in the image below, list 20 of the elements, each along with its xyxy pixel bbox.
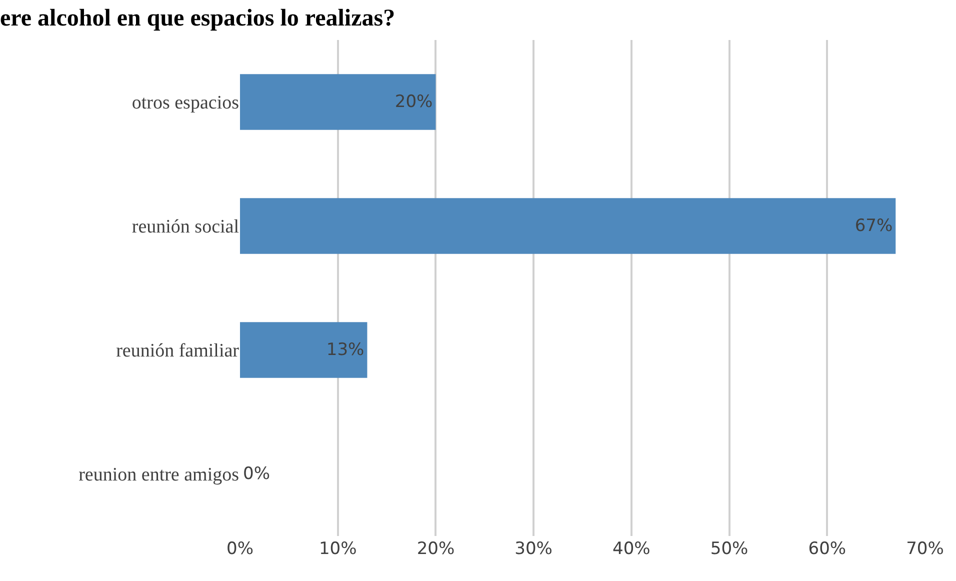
y-tick-label: reunion entre amigos: [78, 464, 239, 486]
y-tick-label: reunión familiar: [116, 340, 240, 362]
x-tick-label: 60%: [808, 539, 846, 559]
bar: [240, 322, 368, 378]
x-tick-label: 20%: [416, 539, 455, 559]
x-tick-label: 10%: [318, 539, 357, 559]
data-label: 67%: [854, 216, 893, 236]
x-tick-label: 70%: [906, 539, 944, 559]
data-label: 0%: [243, 464, 270, 484]
x-tick-label: 30%: [514, 539, 552, 559]
x-tick-label: 50%: [710, 539, 748, 559]
data-label: 13%: [326, 340, 364, 360]
bar: [240, 198, 896, 254]
data-label: 20%: [394, 92, 433, 112]
chart-title: ere alcohol en que espacios lo realizas?: [0, 6, 396, 32]
x-tick-label: 40%: [612, 539, 650, 559]
bar: [240, 74, 436, 130]
x-tick-label: 0%: [226, 539, 254, 559]
y-tick-label: otros espacios: [132, 92, 239, 114]
y-tick-label: reunión social: [132, 216, 239, 238]
